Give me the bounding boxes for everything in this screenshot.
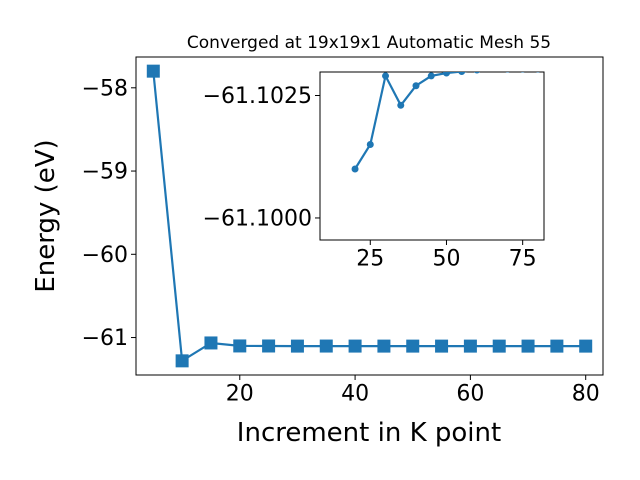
main-x-tick-label: 60	[456, 382, 484, 407]
inset-data-point	[351, 165, 359, 173]
inset-x-tick-label: 75	[509, 247, 537, 272]
chart-title: Converged at 19x19x1 Automatic Mesh 55	[187, 33, 551, 53]
main-y-tick-label: −59	[82, 160, 128, 185]
inset-data-point	[520, 72, 525, 73]
main-data-point	[146, 64, 160, 78]
inset-data-point	[474, 72, 480, 74]
inset-y-tick-label: −61.1025	[203, 84, 312, 109]
inset-frame	[319, 71, 545, 241]
inset-data-point	[366, 140, 374, 148]
main-y-tick-label: −61	[82, 326, 128, 351]
inset-data-point	[505, 72, 510, 73]
inset-data-point	[427, 72, 435, 80]
main-data-point	[262, 339, 276, 353]
main-data-point	[348, 339, 362, 353]
main-data-point	[290, 339, 304, 353]
inset-data-point	[412, 82, 420, 90]
main-series	[152, 71, 586, 363]
x-axis-label: Increment in K point	[237, 418, 501, 448]
inset-data-point	[458, 72, 466, 76]
inset-x-tick-label: 25	[356, 247, 384, 272]
main-x-tick-label: 20	[226, 382, 254, 407]
main-data-point	[521, 339, 535, 353]
main-data-point	[579, 339, 593, 353]
main-series-line	[152, 71, 586, 363]
main-data-point	[175, 354, 189, 368]
inset-data-point	[397, 101, 405, 109]
main-y-tick-label: −60	[82, 243, 128, 268]
y-axis-label: Energy (eV)	[31, 139, 61, 292]
inset-series	[351, 72, 540, 173]
main-data-point	[406, 339, 420, 353]
main-data-point	[463, 339, 477, 353]
inset-data-point	[442, 72, 450, 77]
inset-data-point	[382, 72, 390, 80]
main-x-tick-label: 40	[341, 382, 369, 407]
main-data-point	[319, 339, 333, 353]
main-data-point	[435, 339, 449, 353]
main-data-point	[377, 339, 391, 353]
main-data-point	[233, 339, 247, 353]
main-x-tick-label: 80	[572, 382, 600, 407]
inset-y-tick-label: −61.1000	[203, 207, 312, 232]
main-data-point	[550, 339, 564, 353]
main-data-point	[492, 339, 506, 353]
main-y-tick-label: −58	[82, 77, 128, 102]
main-data-point	[204, 336, 218, 350]
inset-data-point	[536, 72, 540, 73]
inset-plot-area: 25 50 75 −61.1025 −61.1000	[203, 71, 545, 272]
inset-x-tick-label: 50	[432, 247, 460, 272]
